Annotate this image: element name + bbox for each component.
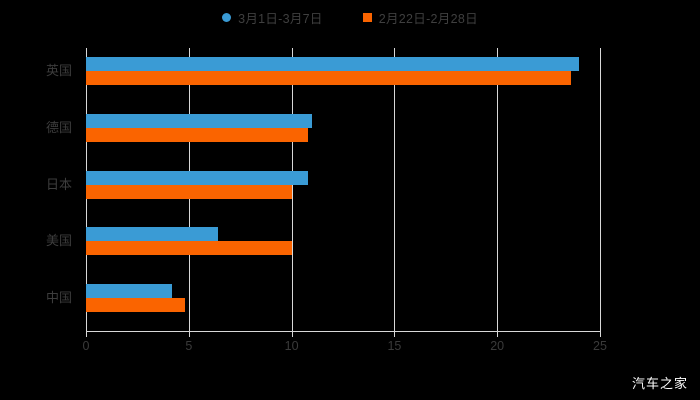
bar-group	[86, 170, 600, 199]
bar-series-1	[86, 297, 185, 312]
bar-series-1	[86, 71, 572, 86]
bar-series-0	[86, 113, 313, 128]
plot-area: 0 5 10 15 20 25	[83, 48, 607, 353]
legend-label-series-0: 3月1日-3月7日	[238, 12, 323, 26]
bar-series-0	[86, 57, 580, 72]
y-axis-category-label: 日本	[45, 176, 72, 192]
bar-group	[86, 283, 600, 312]
bar-group	[86, 227, 600, 256]
x-axis-tick-label: 10	[284, 339, 299, 353]
bar-series-1	[86, 127, 309, 142]
x-axis-line	[86, 331, 601, 332]
legend-item-series-1[interactable]: 2月22日-2月28日	[362, 8, 478, 27]
x-axis-tick-label: 15	[387, 339, 402, 353]
x-axis-tick-label: 20	[490, 339, 505, 353]
gridline	[291, 48, 293, 331]
gridline	[394, 48, 396, 331]
legend-item-series-0[interactable]: 3月1日-3月7日	[222, 8, 323, 27]
x-axis-tick-label: 5	[185, 339, 193, 353]
x-axis-tick	[497, 332, 499, 337]
bar-series-0	[86, 170, 309, 185]
legend-marker-circle-icon	[222, 13, 232, 22]
x-axis-tick-label: 25	[593, 339, 607, 353]
bar-group	[86, 57, 600, 86]
legend-label-series-1: 2月22日-2月28日	[378, 12, 478, 26]
x-axis-tick	[188, 332, 190, 337]
bar-series-1	[86, 241, 292, 256]
bar-series-0	[86, 283, 173, 298]
y-axis-category-label: 德国	[45, 119, 72, 135]
x-axis-tick	[86, 332, 87, 337]
bar-series-1	[86, 184, 292, 199]
y-axis-category-label: 英国	[45, 63, 72, 79]
watermark: 汽车之家	[631, 376, 688, 391]
y-axis-category-label: 中国	[45, 289, 72, 305]
x-axis-tick	[600, 332, 601, 337]
bar-series-0	[86, 227, 218, 242]
y-axis-category-label: 美国	[45, 233, 72, 249]
legend-marker-square-icon	[362, 13, 372, 22]
gridline	[600, 48, 601, 331]
chart-legend: 3月1日-3月7日 2月22日-2月28日	[0, 8, 700, 27]
x-axis-tick	[394, 332, 396, 337]
x-axis-tick	[291, 332, 293, 337]
gridline	[497, 48, 499, 331]
x-axis-tick-label: 0	[82, 339, 90, 353]
bar-group	[86, 113, 600, 142]
